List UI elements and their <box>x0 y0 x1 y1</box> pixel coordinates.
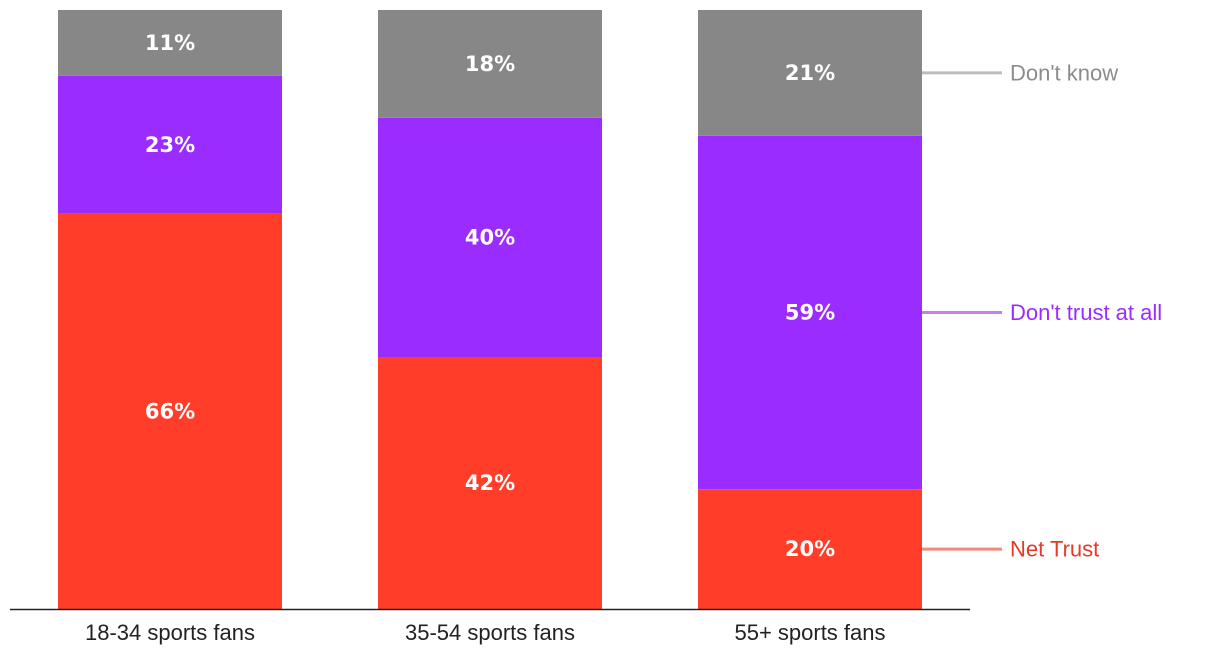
category-label-18-34-sports-fans: 18-34 sports fans <box>85 620 255 645</box>
legend-label-net-trust: Net Trust <box>1010 537 1099 562</box>
value-label-18-34-sports-fans-net-trust: 66% <box>145 399 195 423</box>
bar-55-sports-fans-net-trust <box>698 489 922 609</box>
bar-55-sports-fans-don-t-know <box>698 10 922 136</box>
value-label-55-sports-fans-don-t-know: 21% <box>785 61 835 85</box>
legend-label-don-t-know: Don't know <box>1010 60 1118 85</box>
bar-18-34-sports-fans-don-t-know <box>58 10 282 76</box>
bar-35-54-sports-fans-don-t-trust-at-all <box>378 117 602 358</box>
category-labels-group: 18-34 sports fans 35-54 sports fans 55+ sp… <box>85 620 886 645</box>
bar-35-54-sports-fans-don-t-know <box>378 10 602 118</box>
bar-18-34-sports-fans-don-t-trust-at-all <box>58 75 282 214</box>
segment-labels-group: 66% 23% 11% 42% 40% 18% 20% 59% 21% <box>145 31 835 561</box>
bars-group <box>58 10 922 609</box>
bar-18-34-sports-fans-net-trust <box>58 213 282 609</box>
value-label-35-54-sports-fans-don-t-trust-at-all: 40% <box>465 226 515 250</box>
bar-35-54-sports-fans-net-trust <box>378 357 602 609</box>
legend-group: Net Trust Don't trust at all Don't know <box>922 60 1162 562</box>
legend-label-don-t-trust-at-all: Don't trust at all <box>1010 300 1162 325</box>
bar-55-sports-fans-don-t-trust-at-all <box>698 135 922 490</box>
value-label-55-sports-fans-don-t-trust-at-all: 59% <box>785 300 835 324</box>
value-label-35-54-sports-fans-don-t-know: 18% <box>465 52 515 76</box>
value-label-55-sports-fans-net-trust: 20% <box>785 537 835 561</box>
value-label-18-34-sports-fans-don-t-know: 11% <box>145 31 195 55</box>
category-label-55-sports-fans: 55+ sports fans <box>734 620 885 645</box>
value-label-18-34-sports-fans-don-t-trust-at-all: 23% <box>145 133 195 157</box>
value-label-35-54-sports-fans-net-trust: 42% <box>465 471 515 495</box>
category-label-35-54-sports-fans: 35-54 sports fans <box>405 620 575 645</box>
